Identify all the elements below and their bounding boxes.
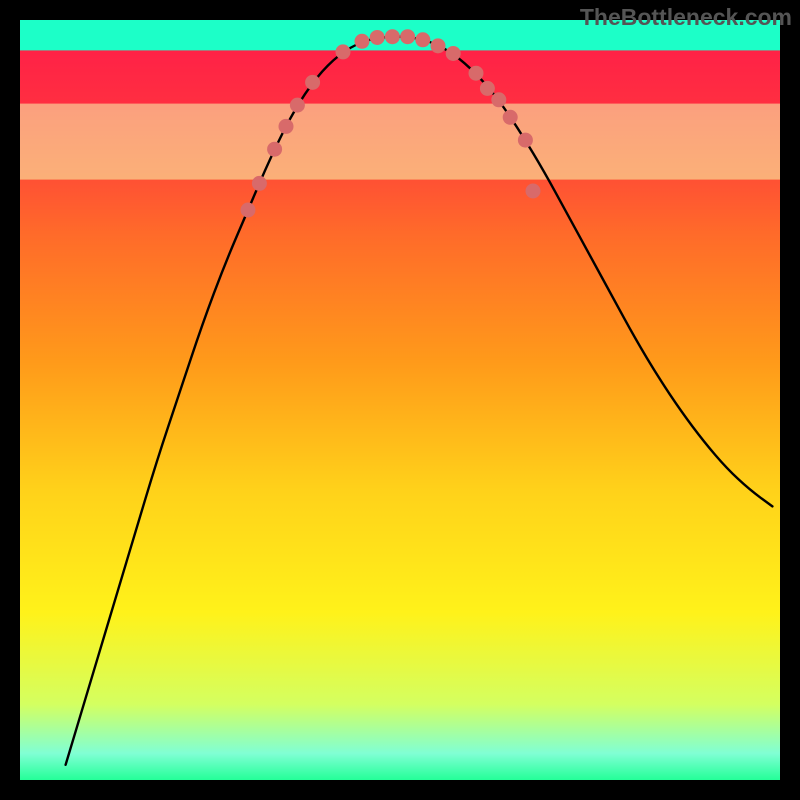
curve-marker bbox=[355, 34, 370, 49]
curve-marker bbox=[385, 29, 400, 44]
curve-marker bbox=[279, 119, 294, 134]
bottleneck-chart bbox=[0, 0, 800, 800]
curve-marker bbox=[267, 142, 282, 157]
curve-marker bbox=[431, 38, 446, 53]
curve-marker bbox=[480, 81, 495, 96]
curve-marker bbox=[446, 46, 461, 61]
curve-marker bbox=[290, 98, 305, 113]
curve-marker bbox=[305, 75, 320, 90]
curve-marker bbox=[503, 110, 518, 125]
curve-marker bbox=[241, 203, 256, 218]
curve-marker bbox=[252, 176, 267, 191]
curve-marker bbox=[518, 133, 533, 148]
curve-marker bbox=[415, 32, 430, 47]
curve-marker bbox=[526, 184, 541, 199]
curve-marker bbox=[400, 29, 415, 44]
curve-marker bbox=[336, 44, 351, 59]
curve-marker bbox=[370, 30, 385, 45]
curve-marker bbox=[491, 92, 506, 107]
watermark-text: TheBottleneck.com bbox=[580, 4, 792, 31]
pale-band bbox=[20, 104, 780, 180]
curve-marker bbox=[469, 66, 484, 81]
